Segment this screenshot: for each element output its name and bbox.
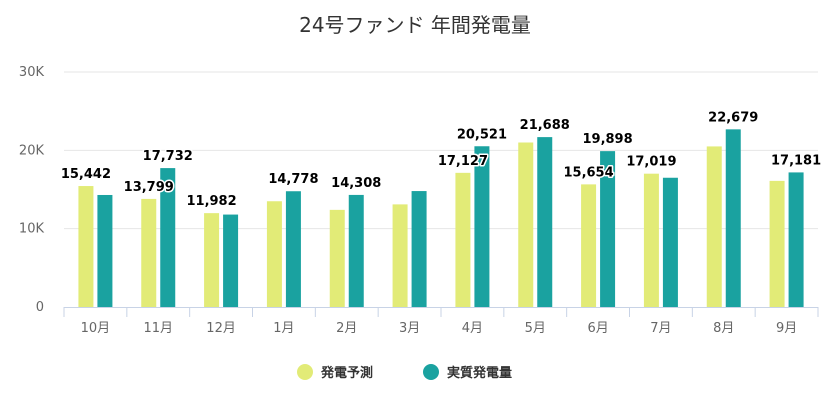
data-label: 14,778 (268, 172, 318, 187)
bar-forecast[interactable] (769, 180, 785, 307)
data-label: 17,732 (143, 149, 193, 164)
legend-label: 発電予測 (320, 365, 373, 381)
x-tick-label: 2月 (336, 321, 357, 336)
bar-actual[interactable] (285, 191, 301, 307)
x-tick-label: 12月 (206, 321, 236, 336)
x-tick-label: 11月 (143, 321, 173, 336)
x-tick-label: 1月 (273, 321, 294, 336)
data-label: 14,308 (331, 176, 381, 191)
legend-marker (297, 364, 313, 380)
bar-forecast[interactable] (78, 186, 94, 307)
grid-layer: 0 10K 20K 30K (19, 65, 818, 315)
bar-forecast[interactable] (329, 209, 345, 307)
x-tick-label: 4月 (462, 321, 483, 336)
legend-label: 実質発電量 (447, 365, 512, 381)
data-label: 13,799 (124, 180, 174, 195)
chart-title: 24号ファンド 年間発電量 (299, 13, 531, 37)
bar-forecast[interactable] (581, 184, 597, 307)
bar-layer (78, 129, 804, 308)
legend-item-actual[interactable]: 実質発電量 (423, 364, 512, 381)
bar-actual[interactable] (411, 191, 427, 307)
data-label: 21,688 (520, 118, 570, 133)
bar-actual[interactable] (725, 129, 741, 307)
bar-forecast[interactable] (706, 146, 722, 307)
bar-forecast[interactable] (141, 198, 157, 307)
y-tick-label: 10K (19, 222, 45, 237)
data-label: 15,654 (563, 165, 613, 180)
legend[interactable]: 発電予測 実質発電量 (297, 364, 512, 381)
data-label: 20,521 (457, 127, 507, 142)
bar-forecast[interactable] (518, 142, 534, 308)
data-label: 15,442 (61, 167, 111, 182)
bar-actual[interactable] (662, 177, 678, 307)
x-tick-label: 9月 (776, 321, 797, 336)
data-label: 17,127 (438, 154, 488, 169)
data-label: 19,898 (582, 132, 632, 147)
bar-actual[interactable] (600, 151, 616, 307)
x-axis: 10月 11月 12月 1月 2月 3月 4月 5月 6月 7月 8月 9月 (63, 307, 819, 336)
bar-forecast[interactable] (392, 204, 408, 307)
bar-forecast[interactable] (266, 201, 282, 307)
x-tick-label: 10月 (81, 321, 111, 336)
bar-actual[interactable] (474, 146, 490, 307)
y-tick-label: 0 (36, 300, 44, 315)
bar-actual[interactable] (788, 172, 804, 307)
bar-actual[interactable] (348, 194, 364, 307)
x-tick-label: 5月 (525, 321, 546, 336)
legend-item-forecast[interactable]: 発電予測 (297, 364, 373, 381)
x-tick-label: 7月 (650, 321, 671, 336)
legend-marker (423, 364, 439, 380)
bar-forecast[interactable] (643, 173, 659, 307)
y-tick-label: 30K (19, 65, 45, 80)
data-label: 17,019 (626, 155, 676, 170)
bar-forecast[interactable] (455, 172, 471, 307)
bar-forecast[interactable] (204, 213, 220, 307)
data-label: 11,982 (186, 194, 236, 209)
data-label-layer: 15,442 13,799 17,732 11,982 14,778 14,308 17,1… (59, 109, 822, 211)
bar-actual[interactable] (97, 194, 113, 307)
bar-actual[interactable] (160, 168, 176, 307)
bar-actual[interactable] (537, 137, 553, 307)
bar-actual[interactable] (223, 214, 239, 307)
y-tick-label: 20K (19, 143, 45, 158)
x-tick-label: 8月 (713, 321, 734, 336)
data-label: 22,679 (708, 110, 758, 125)
x-tick-label: 3月 (399, 321, 420, 336)
data-label: 17,181 (771, 153, 821, 168)
x-tick-label: 6月 (587, 321, 608, 336)
